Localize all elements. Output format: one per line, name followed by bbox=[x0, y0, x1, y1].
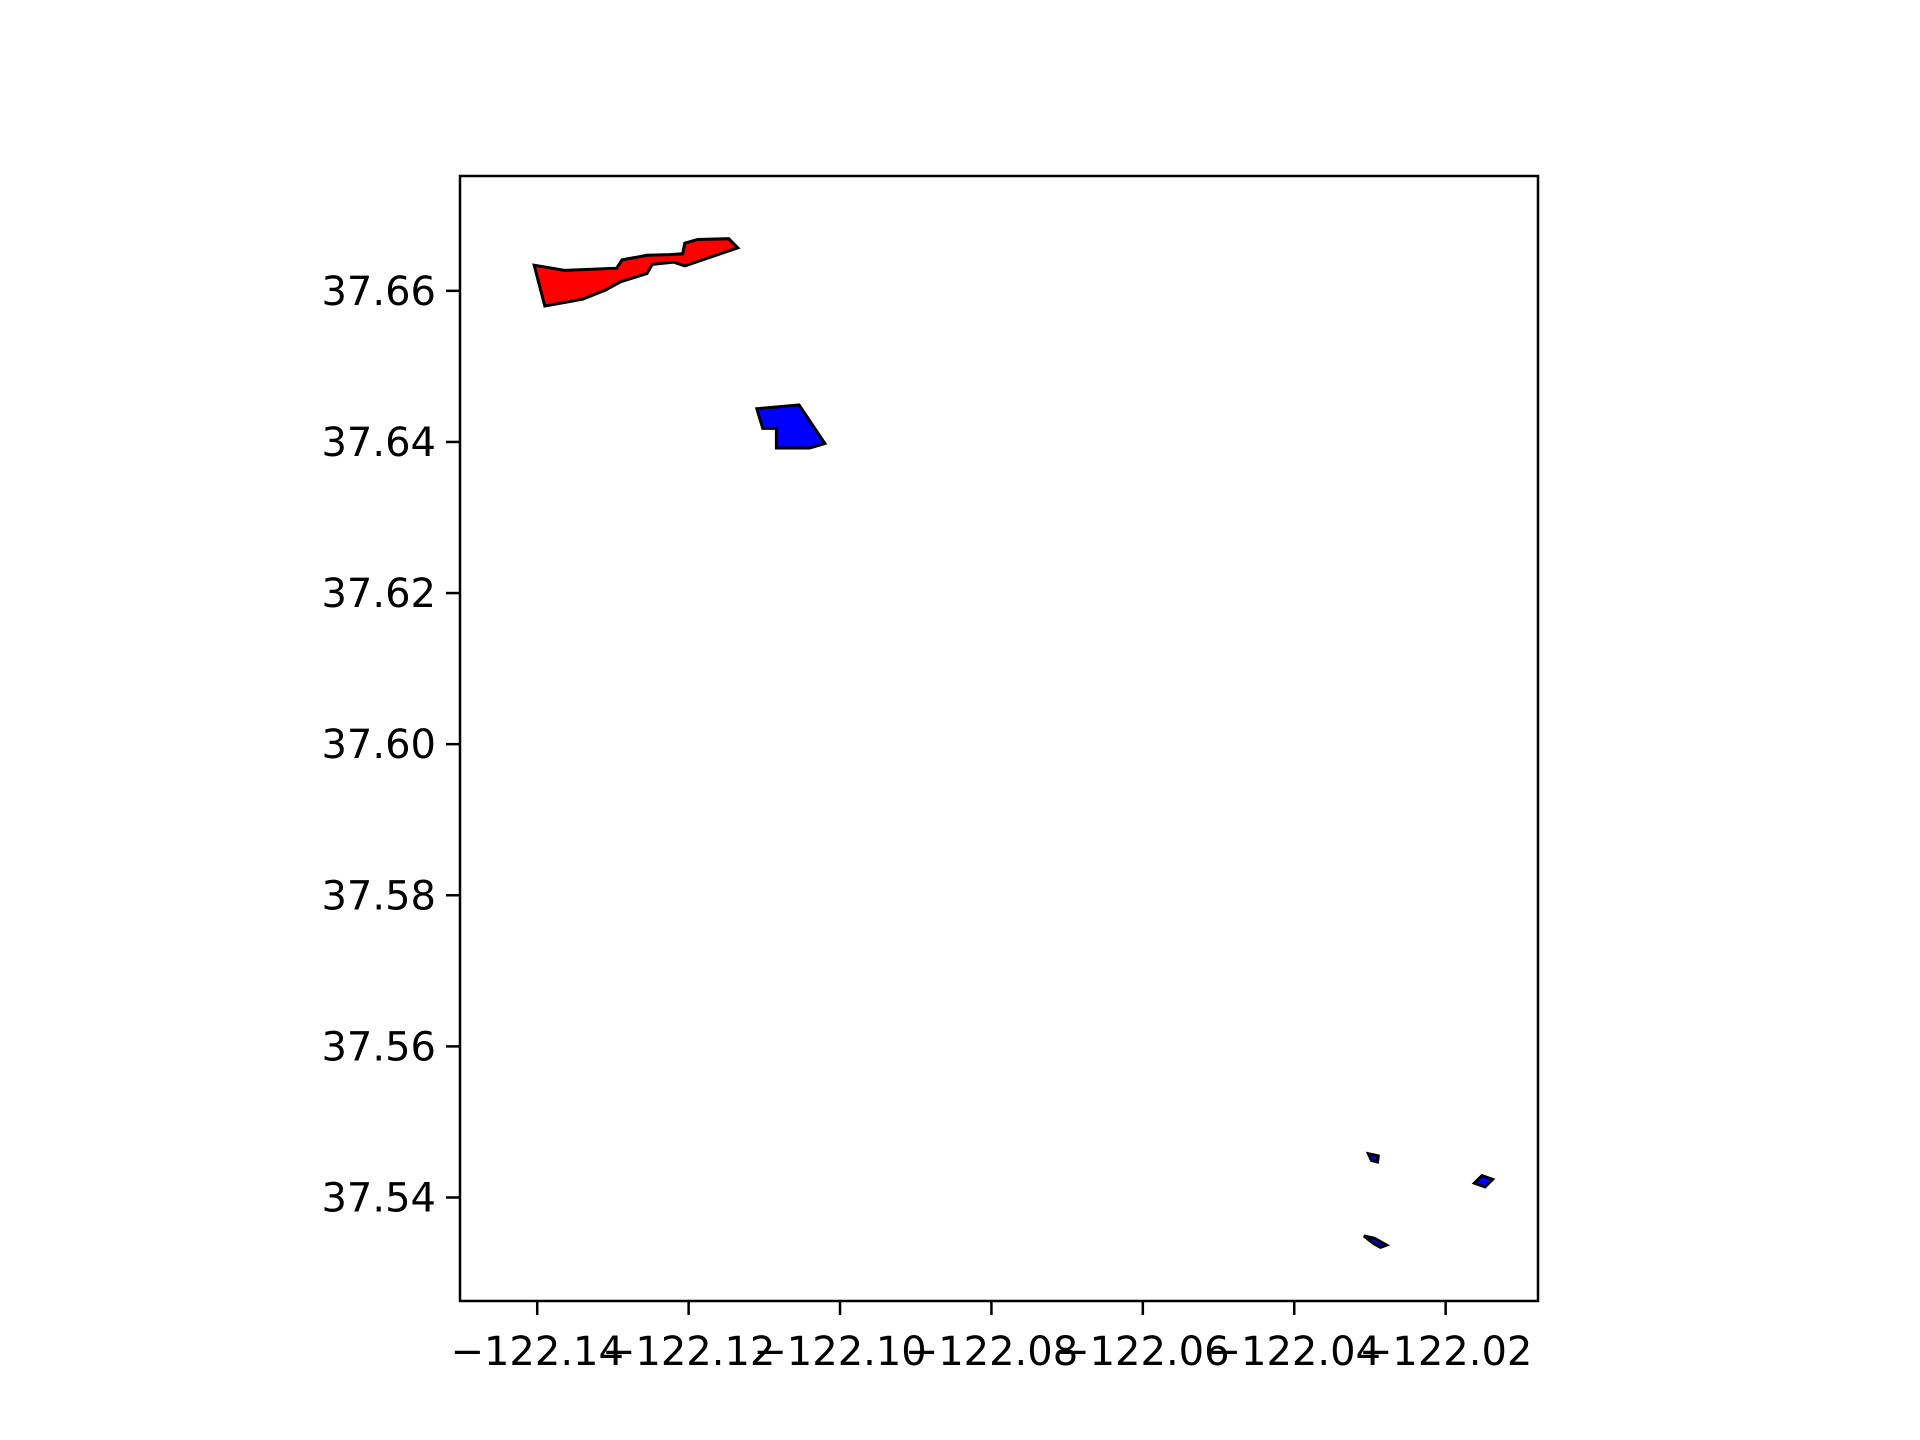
x-tick-label: −122.06 bbox=[1056, 1329, 1229, 1375]
axes-frame bbox=[458, 174, 1540, 1303]
y-tick-label: 37.62 bbox=[321, 571, 436, 617]
y-axis-ticks: 37.54 37.56 37.58 37.60 37.62 37.64 37.66 bbox=[321, 269, 460, 1221]
y-tick-label: 37.60 bbox=[321, 722, 436, 768]
region-polygon-3 bbox=[1365, 1151, 1380, 1164]
y-tick-label: 37.54 bbox=[321, 1175, 436, 1221]
polygon-layer bbox=[532, 237, 1496, 1250]
y-tick-label: 37.56 bbox=[321, 1024, 436, 1070]
x-tick-label: −122.08 bbox=[905, 1329, 1078, 1375]
x-tick-label: −122.04 bbox=[1207, 1329, 1380, 1375]
y-tick-label: 37.58 bbox=[321, 873, 436, 919]
x-tick-label: −122.12 bbox=[602, 1329, 775, 1375]
region-polygon-1 bbox=[532, 237, 741, 308]
region-polygon-5 bbox=[1362, 1234, 1391, 1250]
x-tick-label: −122.02 bbox=[1359, 1329, 1532, 1375]
y-tick-label: 37.66 bbox=[321, 269, 436, 315]
region-polygon-2 bbox=[754, 403, 828, 450]
region-polygon-4 bbox=[1471, 1173, 1496, 1189]
y-tick-label: 37.64 bbox=[321, 420, 436, 466]
x-axis-ticks: −122.14−122.12−122.10−122.08−122.06−122.… bbox=[450, 1301, 1532, 1375]
x-tick-label: −122.10 bbox=[753, 1329, 926, 1375]
x-tick-label: −122.14 bbox=[450, 1329, 623, 1375]
